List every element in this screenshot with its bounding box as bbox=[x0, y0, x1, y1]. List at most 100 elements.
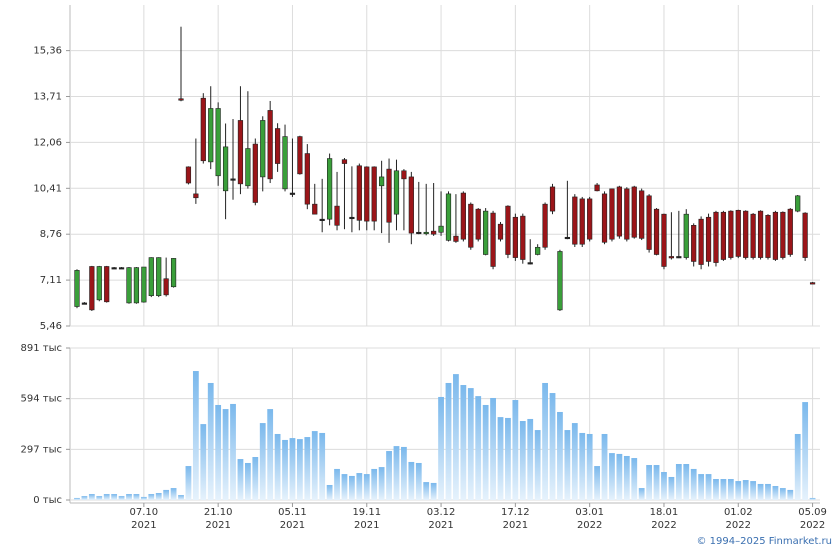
candle-body bbox=[490, 212, 496, 267]
candle-body bbox=[297, 136, 303, 175]
candle-body bbox=[178, 98, 184, 101]
y-tick-label: 5,46 bbox=[40, 321, 62, 332]
volume-bar bbox=[356, 473, 363, 500]
volume-bar bbox=[304, 437, 311, 500]
candle-body bbox=[579, 198, 585, 245]
candle-body bbox=[497, 223, 504, 240]
candle-body bbox=[408, 176, 414, 234]
volume-bar bbox=[326, 484, 333, 500]
volume-bar bbox=[705, 474, 712, 500]
footer: © 1994–2025 Finmarket.ru bbox=[696, 536, 832, 547]
volume-bar bbox=[289, 438, 296, 500]
candle-body bbox=[757, 210, 764, 258]
candle-body bbox=[133, 267, 140, 304]
candle-body bbox=[185, 166, 192, 184]
volume-bar bbox=[207, 382, 214, 500]
volume-bar bbox=[311, 431, 318, 500]
volume-bar bbox=[386, 451, 392, 500]
candle-body bbox=[564, 236, 570, 240]
y-tick-label: 891 тыс bbox=[21, 343, 62, 354]
candle-body bbox=[646, 195, 652, 250]
x-tick-year: 2022 bbox=[726, 520, 751, 531]
volume-bar bbox=[690, 468, 697, 500]
candle-body bbox=[416, 231, 422, 235]
x-tick-year: 2021 bbox=[131, 520, 156, 531]
x-tick-label: 17.12 bbox=[501, 507, 530, 518]
x-tick-year: 2022 bbox=[577, 520, 602, 531]
candle-body bbox=[527, 262, 533, 265]
candle-body bbox=[170, 258, 177, 288]
candle-body bbox=[705, 216, 712, 262]
volume-bar bbox=[750, 481, 757, 500]
volume-bar bbox=[252, 457, 259, 500]
volume-bar bbox=[779, 488, 786, 500]
volume-bar bbox=[727, 479, 734, 500]
volume-bar bbox=[259, 423, 266, 500]
volume-bar bbox=[401, 446, 407, 500]
volume-bar bbox=[349, 475, 355, 500]
candle-body bbox=[639, 190, 645, 239]
candle-body bbox=[750, 213, 756, 258]
volume-bar bbox=[74, 497, 80, 500]
candle-body bbox=[512, 216, 518, 258]
volume-bar bbox=[735, 481, 742, 500]
x-tick-year: 2021 bbox=[205, 520, 230, 531]
x-tick-label: 21.10 bbox=[204, 507, 233, 518]
candle-body bbox=[631, 186, 637, 238]
candle-body bbox=[156, 257, 162, 296]
candle-body bbox=[460, 192, 466, 240]
volume-bar bbox=[267, 409, 274, 500]
candle-body bbox=[609, 188, 615, 240]
volume-bar bbox=[140, 496, 147, 500]
volume-bar bbox=[497, 417, 504, 500]
candle-body bbox=[163, 278, 169, 296]
candle-body bbox=[698, 218, 704, 265]
candle-body bbox=[111, 267, 117, 270]
candle-body bbox=[282, 136, 288, 190]
volume-bar bbox=[438, 396, 444, 500]
volume-bar bbox=[230, 403, 236, 500]
candle-body bbox=[483, 210, 489, 255]
candle-body bbox=[587, 198, 593, 240]
volume-bar bbox=[490, 397, 496, 500]
candle-body bbox=[371, 166, 377, 222]
volume-bar bbox=[185, 466, 192, 500]
volume-bar bbox=[371, 468, 378, 500]
volume-bar bbox=[505, 417, 511, 500]
volume-bar bbox=[244, 462, 251, 500]
x-tick-label: 18.01 bbox=[650, 507, 679, 518]
volume-bar bbox=[623, 455, 630, 500]
volume-bar bbox=[341, 474, 348, 500]
candle-body bbox=[327, 158, 333, 220]
candle-body bbox=[74, 270, 80, 307]
candle-body bbox=[364, 166, 370, 222]
volume-bar bbox=[170, 488, 177, 500]
candle-body bbox=[237, 120, 244, 185]
volume-bar bbox=[81, 496, 88, 500]
candle-body bbox=[653, 208, 660, 255]
candle-body bbox=[795, 195, 801, 212]
y-tick-label: 13,71 bbox=[33, 92, 62, 103]
candle-body bbox=[252, 143, 258, 203]
volume-bar bbox=[653, 465, 660, 500]
candle-body bbox=[393, 170, 400, 215]
volume-bar bbox=[720, 479, 727, 500]
x-tick-year: 2021 bbox=[280, 520, 305, 531]
volume-bar bbox=[772, 486, 779, 500]
volume-bar bbox=[534, 430, 541, 500]
volume-bar bbox=[661, 472, 667, 500]
candle-body bbox=[505, 205, 511, 255]
volume-bar bbox=[408, 461, 415, 500]
volume-bar bbox=[445, 382, 452, 500]
volume-bar bbox=[222, 409, 229, 500]
volume-bar bbox=[296, 439, 303, 500]
y-tick-label: 8,76 bbox=[40, 229, 62, 240]
volume-bar bbox=[163, 489, 170, 500]
volume-bar bbox=[557, 411, 563, 500]
candle-body bbox=[780, 211, 786, 258]
candle-body bbox=[200, 97, 206, 162]
candle-body bbox=[267, 110, 273, 180]
candle-body bbox=[542, 203, 548, 248]
candle-body bbox=[601, 193, 608, 243]
volume-bar bbox=[200, 424, 207, 500]
